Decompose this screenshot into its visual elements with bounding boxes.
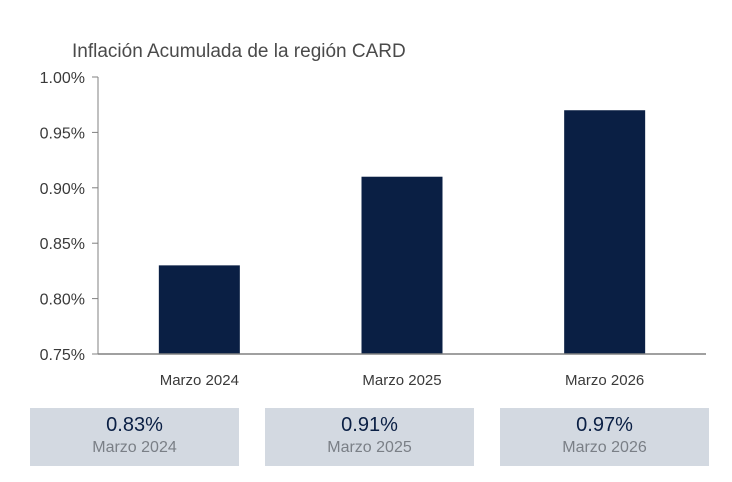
summary-label: Marzo 2024 (92, 439, 177, 456)
bars (158, 110, 646, 355)
bar-marzo-2024 (158, 265, 240, 354)
x-axis: Marzo 2024 Marzo 2025 Marzo 2026 (160, 372, 645, 389)
y-tick-label: 0.85% (40, 236, 85, 253)
summary-value: 0.83% (106, 414, 163, 436)
bar-marzo-2025 (361, 176, 443, 354)
chart: Inflación Acumulada de la región CARD 0.… (40, 41, 706, 389)
x-tick-label: Marzo 2026 (565, 372, 644, 389)
y-axis: 0.75% 0.80% 0.85% 0.90% 0.95% 1.00% (40, 70, 98, 364)
bar-marzo-2026 (564, 110, 646, 355)
summary-value: 0.97% (576, 414, 633, 436)
summary-value: 0.91% (341, 414, 398, 436)
y-tick-label: 0.90% (40, 181, 85, 198)
y-tick-label: 1.00% (40, 70, 85, 87)
summary-label: Marzo 2026 (562, 439, 647, 456)
y-tick-label: 0.80% (40, 292, 85, 309)
chart-title: Inflación Acumulada de la región CARD (72, 41, 406, 62)
y-tick-label: 0.95% (40, 125, 85, 142)
summary-label: Marzo 2025 (327, 439, 412, 456)
y-tick-label: 0.75% (40, 347, 85, 364)
summary-box-2026: 0.97% Marzo 2026 (500, 408, 709, 466)
summary-box-2025: 0.91% Marzo 2025 (265, 408, 474, 466)
summary-box-2024: 0.83% Marzo 2024 (30, 408, 239, 466)
x-tick-label: Marzo 2024 (160, 372, 239, 389)
x-tick-label: Marzo 2025 (362, 372, 441, 389)
